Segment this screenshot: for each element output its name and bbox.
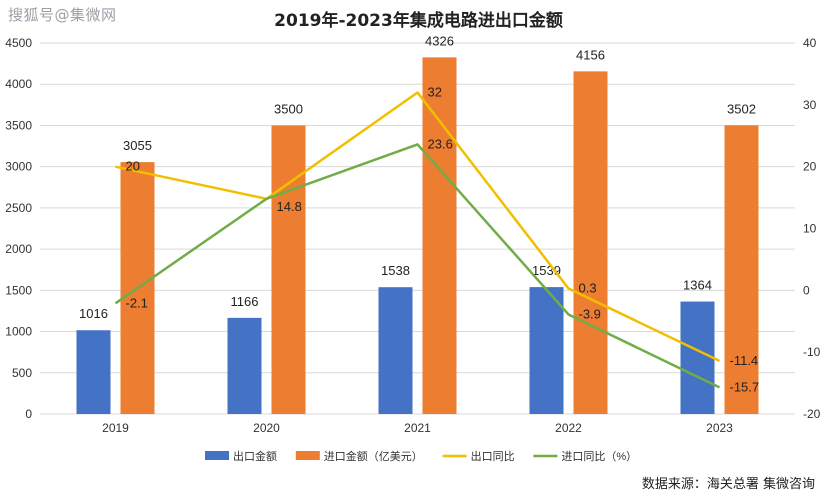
y-tick-label: 4500 [5, 36, 32, 50]
line-import-yoy [114, 143, 721, 389]
y-tick-label: 1500 [5, 283, 32, 297]
y-tick-label: 3000 [5, 160, 32, 174]
y2-tick-label: 20 [803, 160, 817, 174]
bar-export [378, 287, 413, 414]
x-tick-label: 2023 [706, 421, 733, 435]
y-tick-label: 0 [25, 407, 32, 421]
line-import-label: 14.8 [277, 199, 302, 214]
chart-title: 2019年-2023年集成电路进出口金额 [274, 11, 563, 31]
legend-item: 出口同比 [471, 449, 515, 463]
legend-item: 进口同比（%） [561, 450, 637, 463]
watermark-text: 搜狐号@集微网 [8, 6, 117, 24]
line-export-label: 32 [428, 84, 442, 99]
x-tick-label: 2022 [555, 421, 582, 435]
y2-tick-label: 40 [803, 36, 817, 50]
bar-export-label: 1364 [683, 278, 712, 293]
bar-export-label: 1539 [532, 263, 561, 278]
bar-import [422, 57, 457, 414]
source-note: 数据来源：海关总署 集微咨询 [641, 477, 815, 492]
y-tick-label: 2500 [5, 201, 32, 215]
line-export-label: 0.3 [579, 280, 597, 295]
bar-import-label: 4156 [576, 47, 605, 62]
y-tick-label: 1000 [5, 325, 32, 339]
bar-import-label: 3055 [123, 138, 152, 153]
line-export-yoy [115, 91, 721, 362]
bar-export-label: 1166 [231, 294, 259, 309]
bar-export [227, 317, 262, 414]
bar-import-label: 4326 [425, 33, 454, 48]
y-tick-label: 3500 [5, 118, 32, 132]
x-tick-label: 2020 [253, 421, 280, 435]
bar-import [724, 125, 759, 415]
bar-import [573, 71, 608, 414]
bar-import [271, 125, 306, 414]
bar-export [529, 287, 564, 414]
line-export-label: -11.4 [730, 353, 759, 368]
line-import-label: -2.1 [126, 295, 148, 310]
line-export-label: 20 [126, 159, 140, 174]
y2-tick-label: 0 [803, 283, 810, 297]
y-tick-label: 4000 [5, 77, 32, 91]
y-tick-label: 500 [12, 366, 32, 380]
y2-tick-label: -20 [803, 407, 821, 421]
bar-import-label: 3502 [727, 101, 756, 116]
legend-swatch [205, 451, 229, 460]
y2-tick-label: -10 [803, 345, 821, 359]
legend-item: 出口金额 [233, 449, 277, 463]
line-import-label: -15.7 [730, 379, 760, 394]
y-tick-label: 2000 [5, 242, 32, 256]
bar-export [680, 301, 715, 414]
y2-tick-label: 30 [803, 98, 817, 112]
x-tick-label: 2021 [404, 421, 431, 435]
line-import-label: -3.9 [579, 306, 601, 321]
y2-tick-label: 10 [803, 222, 817, 236]
bar-export [76, 330, 111, 414]
bar-export-label: 1538 [381, 263, 410, 278]
line-import-label: 23.6 [428, 136, 453, 151]
bar-import-label: 3500 [274, 101, 303, 116]
legend-item: 进口金额（亿美元） [324, 449, 423, 463]
bar-export-label: 1016 [79, 306, 108, 321]
x-tick-label: 2019 [102, 421, 129, 435]
legend-swatch [295, 451, 320, 460]
